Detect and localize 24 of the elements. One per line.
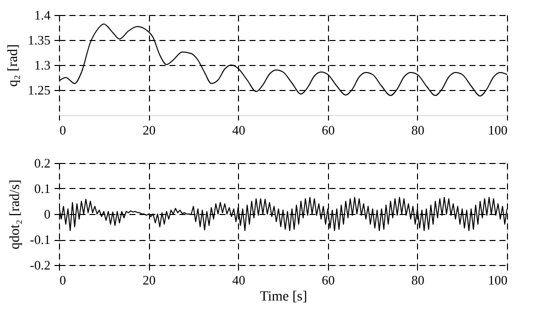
y-tick-label: 0 — [44, 206, 50, 222]
y-tick-label: 1.4 — [34, 8, 51, 22]
x-tick-label: 80 — [411, 272, 424, 288]
x-tick-label: 20 — [142, 272, 156, 288]
y-axis-title: q₂ [rad] — [6, 44, 21, 87]
y-tick-label: 0.2 — [34, 156, 50, 170]
y-axis-title: qdot₂ [rad/s] — [8, 180, 23, 250]
x-tick-label: 60 — [322, 122, 335, 138]
x-tick-label: 100 — [488, 122, 508, 138]
x-tick-label: 80 — [411, 122, 424, 138]
y-tick-label: -0.2 — [30, 258, 50, 272]
x-axis-title: Time [s] — [260, 290, 308, 304]
y-tick-label: -0.1 — [30, 232, 50, 247]
x-tick-label: 20 — [142, 122, 156, 138]
x-tick-label: 40 — [232, 122, 246, 138]
y-tick-label: 1.35 — [28, 32, 50, 48]
x-tick-label: 60 — [322, 272, 335, 288]
y-tick-label: 1.3 — [34, 58, 50, 72]
x-tick-label: 0 — [60, 122, 66, 138]
y-tick-label: 1.25 — [28, 82, 50, 98]
x-tick-label: 100 — [488, 272, 508, 288]
x-tick-label: 40 — [232, 272, 246, 288]
y-tick-label: 0.1 — [34, 181, 50, 196]
x-tick-label: 0 — [60, 272, 66, 288]
